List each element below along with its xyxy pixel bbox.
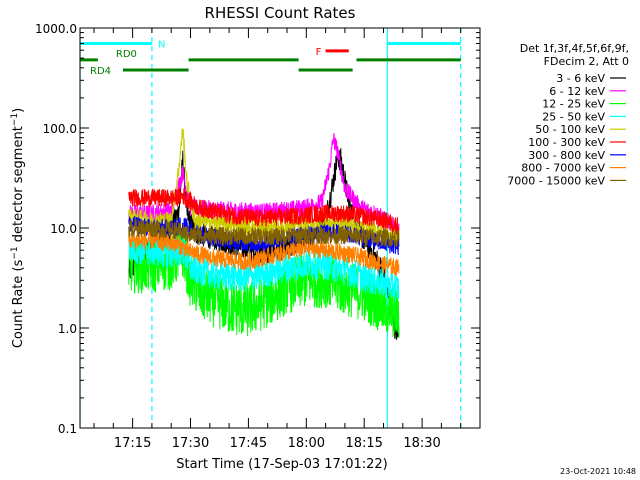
flag-label-rd4: RD4 — [90, 66, 111, 77]
x-tick-label: 17:15 — [114, 436, 151, 451]
legend: Det 1f,3f,4f,5f,6f,9f,FDecim 2, Att 0 3 -… — [507, 42, 629, 187]
legend-label: 25 - 50 keV — [542, 110, 605, 123]
x-tick-label: 17:45 — [230, 436, 267, 451]
x-tick-label: 18:15 — [345, 436, 382, 451]
y-tick-label: 100.0 — [43, 122, 77, 136]
legend-label: 6 - 12 keV — [549, 85, 605, 98]
y-tick-label: 1000.0 — [35, 22, 77, 36]
x-tick-label: 17:30 — [172, 436, 209, 451]
y-tick-label: 0.1 — [58, 422, 77, 436]
flag-label-f: F — [316, 47, 322, 58]
chart-title: RHESSI Count Rates — [205, 4, 356, 22]
series-line-7 — [128, 230, 400, 277]
flag-label-rd0: RD0 — [116, 49, 137, 60]
y-tick-label: 1.0 — [58, 322, 77, 336]
legend-label: 50 - 100 keV — [535, 123, 605, 136]
footer-date: 23-Oct-2021 10:48 — [560, 467, 636, 476]
legend-header: Det 1f,3f,4f,5f,6f,9f, — [520, 42, 629, 55]
y-axis-label: Count Rate (s−1 detector segment−1) — [10, 108, 26, 348]
legend-label: 100 - 300 keV — [528, 136, 605, 149]
legend-header: FDecim 2, Att 0 — [544, 55, 629, 68]
legend-label: 300 - 800 keV — [528, 149, 605, 162]
legend-label: 12 - 25 keV — [542, 98, 605, 111]
legend-label: 3 - 6 keV — [556, 72, 605, 85]
flag-label-n: N — [158, 39, 165, 50]
x-tick-label: 18:00 — [288, 436, 325, 451]
x-axis-label: Start Time (17-Sep-03 17:01:22) — [176, 457, 387, 472]
y-tick-label: 10.0 — [50, 222, 77, 236]
legend-label: 800 - 7000 keV — [521, 162, 605, 175]
series-line-5 — [128, 188, 400, 235]
legend-label: 7000 - 15000 keV — [507, 174, 605, 187]
series-line-8 — [128, 219, 400, 248]
x-tick-label: 18:30 — [403, 436, 440, 451]
